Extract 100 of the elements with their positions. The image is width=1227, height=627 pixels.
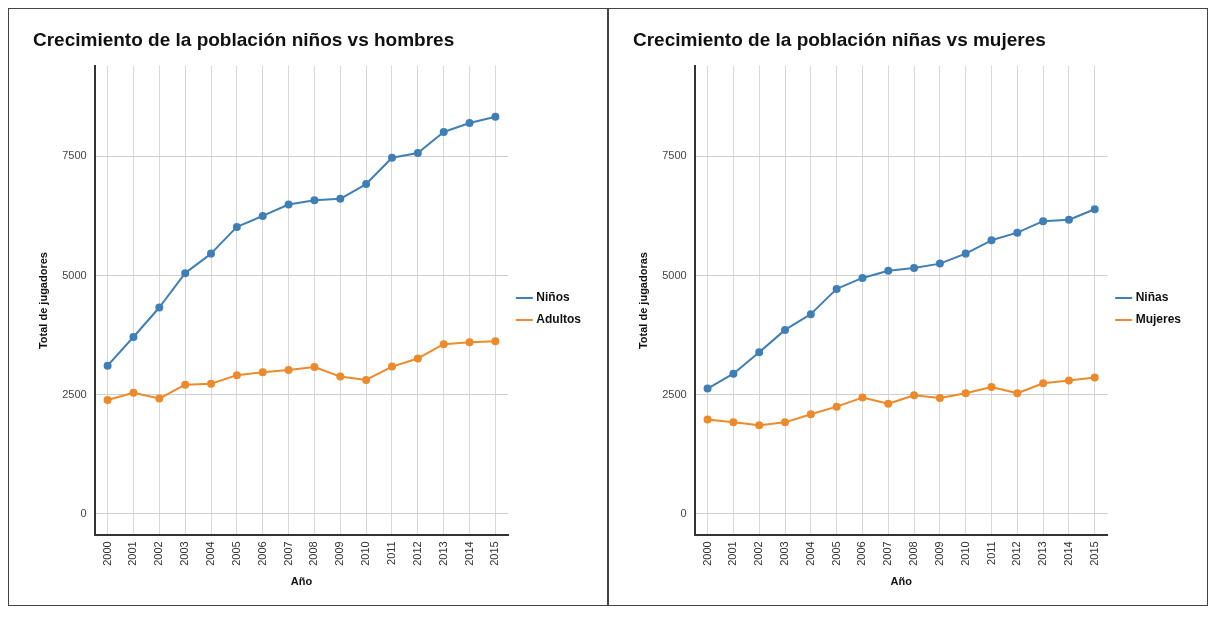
chart-title: Crecimiento de la población niñas vs mujeres xyxy=(633,28,1046,50)
x-tick-label: 2001 xyxy=(126,541,139,566)
point xyxy=(910,263,919,272)
point xyxy=(781,418,790,427)
point xyxy=(439,128,448,137)
point xyxy=(884,399,893,408)
point xyxy=(207,379,216,388)
legend-label: Adultos xyxy=(536,312,582,327)
x-tick-label: 2011 xyxy=(385,541,398,565)
point xyxy=(987,383,996,392)
x-axis-title: Año xyxy=(890,575,913,588)
point xyxy=(910,391,919,400)
x-tick-label: 2009 xyxy=(932,541,945,566)
point xyxy=(258,211,267,220)
x-tick-label: 2004 xyxy=(204,541,217,566)
point xyxy=(1013,228,1022,237)
x-tick-label: 2002 xyxy=(152,541,165,566)
point xyxy=(362,375,371,384)
point xyxy=(935,259,944,268)
point xyxy=(858,273,867,282)
x-tick-label: 2005 xyxy=(229,541,242,566)
point xyxy=(1064,215,1073,224)
point xyxy=(491,112,500,121)
y-tick-label: 7500 xyxy=(62,149,87,162)
point xyxy=(961,389,970,398)
point xyxy=(413,354,422,363)
y-tick-label: 7500 xyxy=(662,149,687,162)
x-tick-label: 2007 xyxy=(281,541,294,566)
x-tick-label: 2015 xyxy=(488,541,501,566)
x-tick-label: 2008 xyxy=(307,541,320,566)
point xyxy=(1039,217,1048,226)
point xyxy=(310,363,319,372)
x-tick-label: 2003 xyxy=(178,541,191,566)
point xyxy=(258,368,267,377)
point xyxy=(465,338,474,347)
point xyxy=(858,393,867,402)
x-tick-label: 2013 xyxy=(1036,541,1049,566)
x-tick-label: 2005 xyxy=(829,541,842,566)
point xyxy=(388,362,396,371)
x-tick-label: 2004 xyxy=(803,541,816,566)
point xyxy=(155,303,164,312)
point xyxy=(310,196,319,205)
point xyxy=(465,119,474,127)
x-tick-label: 2008 xyxy=(907,541,920,566)
x-tick-label: 2000 xyxy=(100,541,113,566)
point xyxy=(129,333,138,342)
x-tick-label: 2012 xyxy=(1010,541,1023,566)
point xyxy=(336,372,345,381)
x-tick-label: 2015 xyxy=(1087,541,1100,566)
x-tick-label: 2002 xyxy=(752,541,765,566)
point xyxy=(1090,373,1099,382)
y-tick-label: 0 xyxy=(80,506,87,519)
x-tick-label: 2014 xyxy=(462,541,475,566)
y-tick-label: 5000 xyxy=(62,268,87,281)
point xyxy=(336,194,345,203)
point xyxy=(832,284,841,293)
x-tick-label: 2006 xyxy=(855,541,868,566)
point xyxy=(806,410,815,419)
y-tick-label: 2500 xyxy=(662,387,687,400)
legend-label: Niños xyxy=(536,290,570,305)
x-tick-label: 2010 xyxy=(359,541,372,566)
x-tick-label: 2014 xyxy=(1061,541,1074,566)
point xyxy=(388,153,396,162)
point xyxy=(181,269,190,278)
point xyxy=(987,236,996,245)
point xyxy=(1090,205,1099,214)
point xyxy=(806,310,815,319)
point xyxy=(232,371,241,380)
x-tick-label: 2013 xyxy=(436,541,449,566)
point xyxy=(103,395,112,404)
x-tick-label: 2000 xyxy=(700,541,713,566)
point xyxy=(755,348,764,357)
x-tick-label: 2003 xyxy=(778,541,791,566)
x-tick-label: 2011 xyxy=(984,541,997,565)
y-tick-label: 5000 xyxy=(662,268,687,281)
point xyxy=(232,222,241,231)
x-tick-label: 2006 xyxy=(255,541,268,566)
point xyxy=(284,365,293,374)
point xyxy=(1013,389,1022,398)
point xyxy=(884,266,893,275)
point xyxy=(755,421,764,430)
point xyxy=(103,361,112,370)
chart-title: Crecimiento de la población niños vs hombres xyxy=(33,28,455,50)
y-axis-title: Total de jugadoras xyxy=(636,252,649,350)
y-tick-label: 0 xyxy=(680,506,687,519)
x-tick-label: 2012 xyxy=(410,541,423,566)
x-tick-label: 2009 xyxy=(333,541,346,566)
legend-label: Mujeres xyxy=(1135,312,1182,327)
x-axis-title: Año xyxy=(290,575,313,588)
point xyxy=(961,249,970,258)
point xyxy=(781,325,790,334)
point xyxy=(362,180,371,189)
point xyxy=(129,388,138,397)
x-tick-label: 2001 xyxy=(726,541,739,566)
x-tick-label: 2010 xyxy=(958,541,971,566)
x-tick-label: 2007 xyxy=(881,541,894,566)
point xyxy=(703,415,712,424)
point xyxy=(155,394,164,403)
point xyxy=(413,149,422,158)
point xyxy=(703,384,712,393)
